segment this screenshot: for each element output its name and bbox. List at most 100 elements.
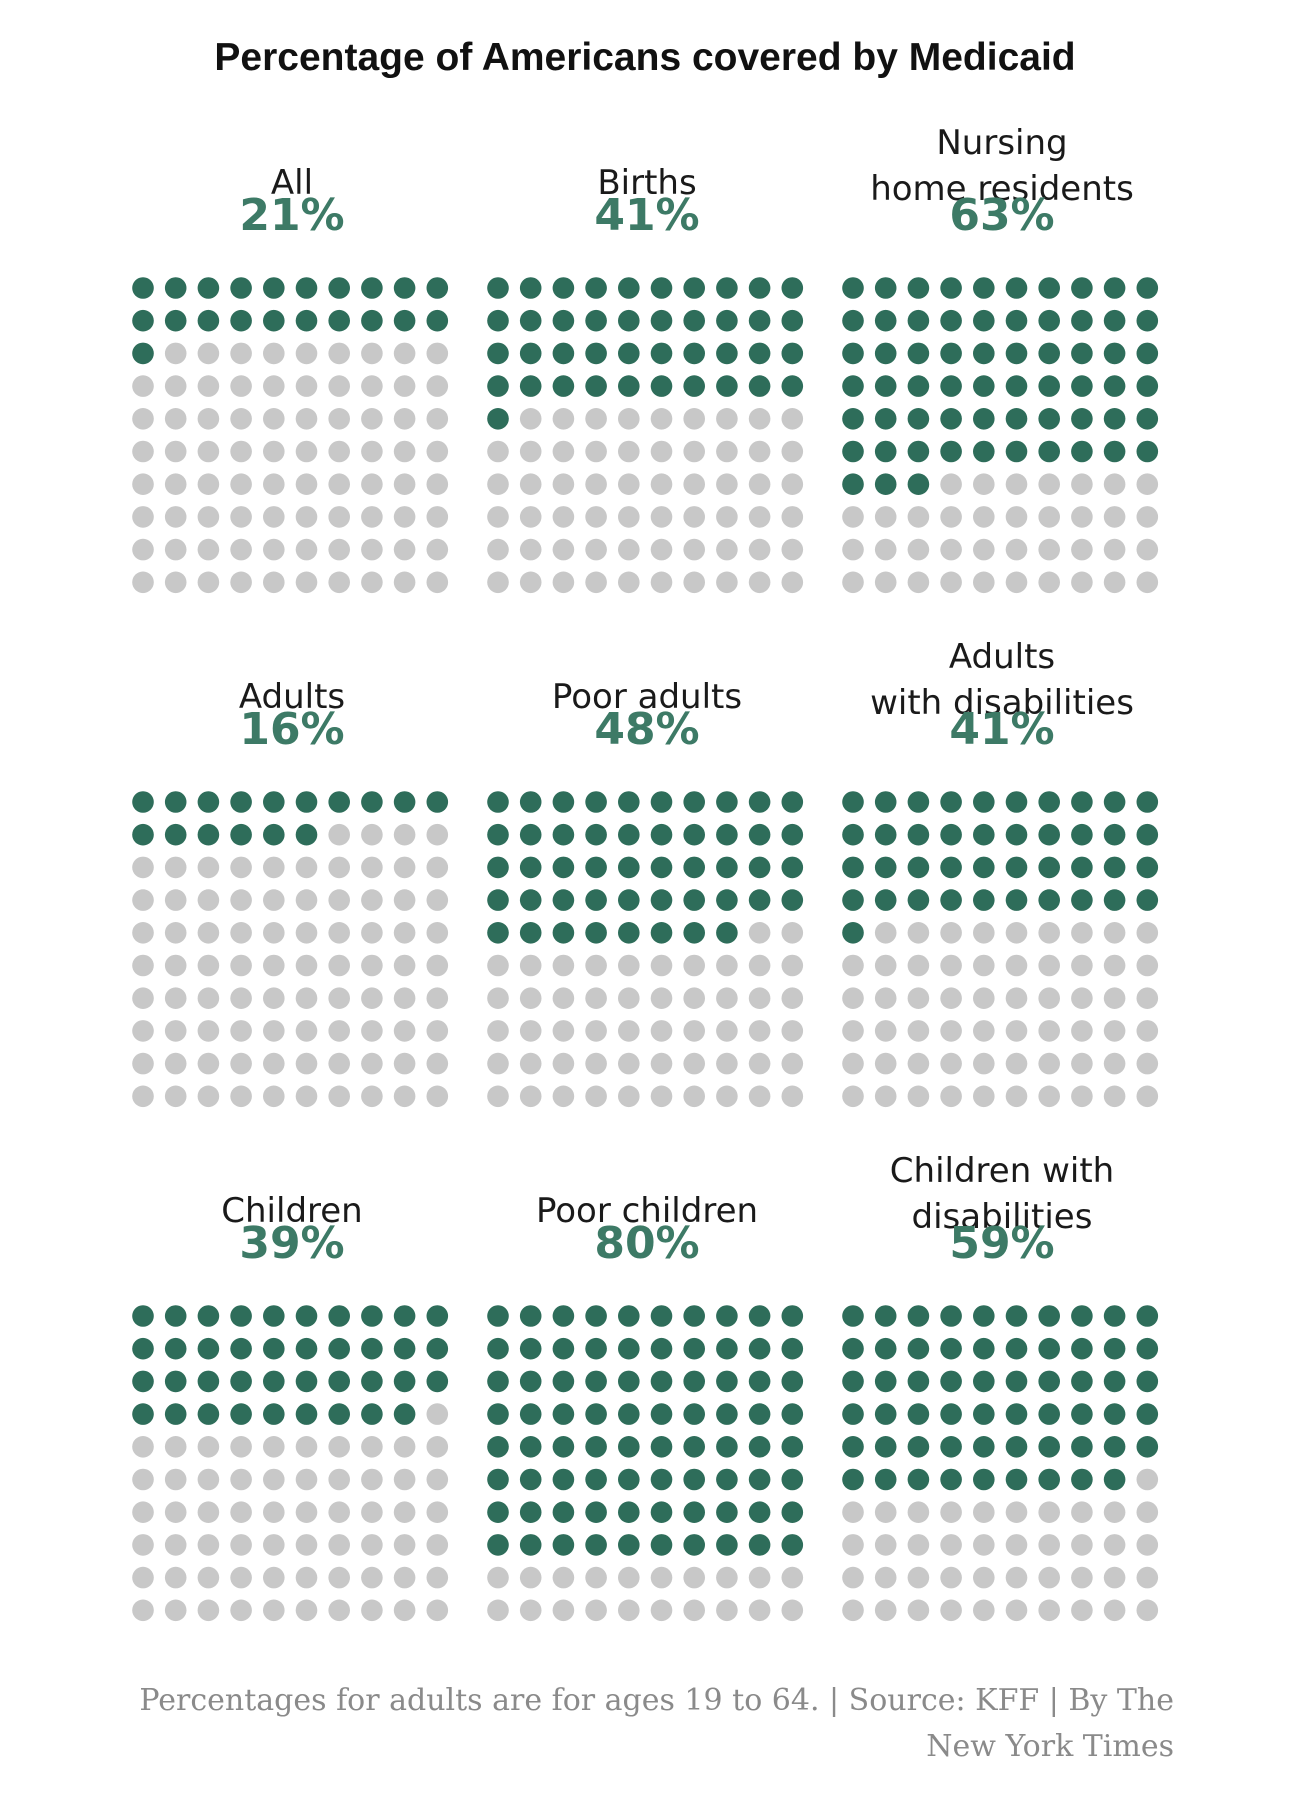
filled-dot bbox=[907, 823, 930, 846]
empty-dot bbox=[393, 922, 416, 944]
filled-dot bbox=[1071, 1436, 1093, 1458]
filled-dot bbox=[907, 1337, 930, 1360]
empty-dot bbox=[650, 440, 673, 463]
empty-dot bbox=[263, 1566, 285, 1589]
filled-dot bbox=[519, 277, 542, 299]
filled-dot bbox=[164, 791, 187, 813]
empty-dot bbox=[295, 1020, 318, 1042]
empty-dot bbox=[328, 1468, 350, 1491]
filled-dot bbox=[781, 375, 804, 397]
empty-dot bbox=[618, 538, 640, 561]
empty-dot bbox=[1071, 538, 1093, 561]
filled-dot bbox=[519, 1403, 542, 1425]
filled-dot bbox=[1038, 1468, 1060, 1491]
empty-dot bbox=[361, 1501, 383, 1523]
empty-dot bbox=[164, 922, 187, 944]
filled-dot bbox=[552, 342, 575, 365]
filled-dot bbox=[585, 277, 607, 299]
filled-dot bbox=[1103, 1370, 1126, 1393]
empty-dot bbox=[1005, 1052, 1028, 1075]
empty-dot bbox=[197, 889, 220, 911]
filled-dot bbox=[781, 1305, 804, 1327]
filled-dot bbox=[132, 1403, 154, 1425]
filled-dot bbox=[874, 342, 897, 365]
empty-dot bbox=[940, 473, 962, 495]
filled-dot bbox=[552, 922, 575, 944]
filled-dot bbox=[230, 277, 252, 299]
empty-dot bbox=[295, 856, 318, 879]
empty-dot bbox=[842, 954, 864, 977]
filled-dot bbox=[361, 277, 383, 299]
empty-dot bbox=[361, 1468, 383, 1491]
filled-dot bbox=[1136, 440, 1159, 463]
filled-dot bbox=[716, 1468, 738, 1491]
empty-dot bbox=[940, 1599, 962, 1622]
filled-dot bbox=[907, 1468, 930, 1491]
empty-dot bbox=[132, 538, 154, 561]
empty-dot bbox=[164, 1020, 187, 1042]
empty-dot bbox=[973, 571, 995, 594]
filled-dot bbox=[263, 823, 285, 846]
empty-dot bbox=[973, 538, 995, 561]
filled-dot bbox=[716, 342, 738, 365]
empty-dot bbox=[426, 987, 449, 1009]
dot-grid bbox=[132, 1305, 449, 1622]
empty-dot bbox=[295, 1085, 318, 1108]
filled-dot bbox=[328, 1370, 350, 1393]
filled-dot bbox=[1005, 1370, 1028, 1393]
panel-label: Poor adults bbox=[467, 674, 827, 720]
filled-dot bbox=[1103, 309, 1126, 332]
filled-dot bbox=[1136, 277, 1159, 299]
empty-dot bbox=[263, 1501, 285, 1523]
empty-dot bbox=[519, 954, 542, 977]
filled-dot bbox=[874, 309, 897, 332]
filled-dot bbox=[132, 1337, 154, 1360]
empty-dot bbox=[426, 506, 449, 528]
filled-dot bbox=[716, 1403, 738, 1425]
empty-dot bbox=[164, 1052, 187, 1075]
empty-dot bbox=[1005, 1020, 1028, 1042]
filled-dot bbox=[1038, 823, 1060, 846]
empty-dot bbox=[842, 1052, 864, 1075]
filled-dot bbox=[487, 342, 509, 365]
filled-dot bbox=[781, 791, 804, 813]
empty-dot bbox=[874, 922, 897, 944]
dot-grid bbox=[132, 277, 449, 594]
empty-dot bbox=[585, 1566, 607, 1589]
empty-dot bbox=[716, 440, 738, 463]
filled-dot bbox=[361, 1337, 383, 1360]
empty-dot bbox=[132, 1534, 154, 1556]
filled-dot bbox=[748, 375, 771, 397]
filled-dot bbox=[426, 1337, 449, 1360]
empty-dot bbox=[164, 473, 187, 495]
empty-dot bbox=[295, 408, 318, 430]
empty-dot bbox=[748, 922, 771, 944]
filled-dot bbox=[1038, 277, 1060, 299]
filled-dot bbox=[197, 277, 220, 299]
filled-dot bbox=[1136, 889, 1159, 911]
filled-dot bbox=[650, 889, 673, 911]
filled-dot bbox=[842, 408, 864, 430]
empty-dot bbox=[585, 1052, 607, 1075]
empty-dot bbox=[716, 1599, 738, 1622]
filled-dot bbox=[907, 408, 930, 430]
empty-dot bbox=[1005, 538, 1028, 561]
empty-dot bbox=[230, 473, 252, 495]
empty-dot bbox=[1038, 1566, 1060, 1589]
empty-dot bbox=[585, 408, 607, 430]
filled-dot bbox=[973, 856, 995, 879]
empty-dot bbox=[1103, 1599, 1126, 1622]
empty-dot bbox=[585, 1085, 607, 1108]
filled-dot bbox=[650, 922, 673, 944]
filled-dot bbox=[940, 342, 962, 365]
filled-dot bbox=[328, 1337, 350, 1360]
filled-dot bbox=[650, 1534, 673, 1556]
empty-dot bbox=[1103, 1534, 1126, 1556]
filled-dot bbox=[552, 1370, 575, 1393]
filled-dot bbox=[842, 1337, 864, 1360]
filled-dot bbox=[1071, 440, 1093, 463]
filled-dot bbox=[263, 1337, 285, 1360]
filled-dot bbox=[618, 791, 640, 813]
filled-dot bbox=[618, 1305, 640, 1327]
empty-dot bbox=[132, 506, 154, 528]
